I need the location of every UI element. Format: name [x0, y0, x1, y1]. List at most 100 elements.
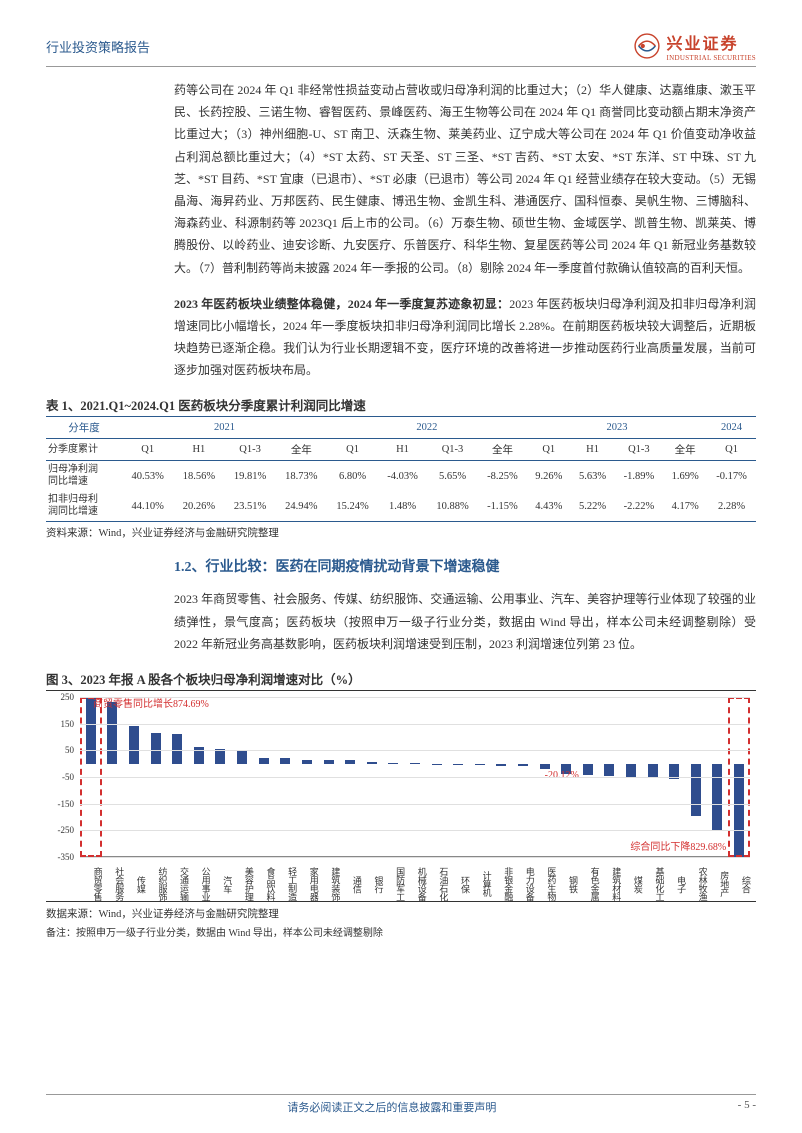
chart3-bar	[518, 764, 528, 766]
company-logo: 兴业证券 INDUSTRIAL SECURITIES	[633, 30, 756, 62]
chart3-xlabel: 汽车	[210, 859, 232, 909]
chart3-xlabel: 建筑装饰	[318, 859, 340, 909]
chart3-xlabel: 银行	[361, 859, 383, 909]
table1-quarter-cell: H1	[571, 439, 615, 461]
chart3-xlabel: 电力设备	[512, 859, 534, 909]
chart3-bar	[583, 764, 593, 775]
table1-quarter-cell: Q1	[327, 439, 378, 461]
chart3-xlabel: 医药生物	[534, 859, 556, 909]
table1-quarter-cell: Q1	[707, 439, 756, 461]
chart3-bar	[172, 734, 182, 763]
chart3-bar	[410, 763, 420, 764]
chart3-xlabel: 纺织服饰	[145, 859, 167, 909]
chart3-bar	[475, 764, 485, 766]
table1: 分年度 2021 2022 2023 2024 分季度累计 Q1H1Q1-3全年…	[46, 416, 756, 522]
table1-year-2024: 2024	[707, 417, 756, 439]
footer-page-number: - 5 -	[738, 1099, 756, 1115]
chart3-xlabel: 轻工制造	[274, 859, 296, 909]
page-footer: 请务必阅读正文之后的信息披露和重要声明 - 5 -	[46, 1094, 756, 1115]
chart3-xlabel: 交通运输	[166, 859, 188, 909]
table1-cell: -1.15%	[478, 491, 527, 522]
chart3-bar	[302, 760, 312, 764]
chart3-bar	[129, 726, 139, 763]
footer-disclaimer: 请务必阅读正文之后的信息披露和重要声明	[287, 1099, 496, 1115]
chart3-xlabel: 传媒	[123, 859, 145, 909]
chart3-xlabel: 计算机	[469, 859, 491, 909]
table1-hdr-year: 分年度	[46, 417, 122, 439]
chart3-bar	[626, 764, 636, 778]
table1-cell: 4.17%	[663, 491, 707, 522]
table1-cell: 1.69%	[663, 461, 707, 492]
table1-title: 表 1、2021.Q1~2024.Q1 医药板块分季度累计利润同比增速	[46, 395, 756, 414]
chart3-bar	[453, 764, 463, 765]
chart3-bar	[151, 733, 161, 764]
table1-cell: -4.03%	[378, 461, 427, 492]
chart3-bar	[496, 764, 506, 766]
table1-quarter-cell: 全年	[663, 439, 707, 461]
table1-cell: -2.22%	[615, 491, 664, 522]
chart3-xlabel: 钢铁	[555, 859, 577, 909]
table1-cell: 18.56%	[173, 461, 224, 492]
chart3-xlabel: 电子	[663, 859, 685, 909]
chart3-bar	[237, 750, 247, 764]
chart3-xlabel: 有色金属	[577, 859, 599, 909]
table1-cell: 6.80%	[327, 461, 378, 492]
chart3-xlabel: 机械设备	[404, 859, 426, 909]
chart3-xlabel: 公用事业	[188, 859, 210, 909]
table1-cell: 4.43%	[527, 491, 571, 522]
table1-cell: 2.28%	[707, 491, 756, 522]
table1-cell: 24.94%	[276, 491, 327, 522]
chart3-ytick: 50	[65, 745, 74, 755]
chart3-bar	[367, 762, 377, 763]
chart3-ytick: -150	[58, 799, 75, 809]
chart3-xlabel: 基础化工	[642, 859, 664, 909]
table1-cell: 40.53%	[122, 461, 173, 492]
table1-cell: -1.89%	[615, 461, 664, 492]
chart3-xlabel: 商贸零售	[80, 859, 102, 909]
table1-cell: 19.81%	[224, 461, 275, 492]
chart3-bar	[540, 764, 550, 769]
logo-text-cn: 兴业证券	[667, 30, 739, 54]
table1-row2-label: 扣非归母利 润同比增速	[46, 491, 122, 522]
chart3-annotation-2: -20.12%	[545, 770, 579, 781]
chart3-xlabel: 石油石化	[426, 859, 448, 909]
chart3-xlabel: 农林牧渔	[685, 859, 707, 909]
chart3-xlabel: 环保	[447, 859, 469, 909]
paragraph-1: 药等公司在 2024 年 Q1 非经常性损益变动占营收或归母净利润的比重过大；（…	[174, 79, 756, 279]
chart3-ytick: -350	[58, 852, 75, 862]
chart3-bar	[432, 764, 442, 765]
table1-quarter-cell: Q1-3	[615, 439, 664, 461]
table1-year-2021: 2021	[122, 417, 327, 439]
table1-year-2023: 2023	[527, 417, 707, 439]
chart3-bar	[691, 764, 701, 817]
chart3-title: 图 3、2023 年报 A 股各个板块归母净利润增速对比（%）	[46, 669, 756, 688]
chart3-bar	[604, 764, 614, 777]
table1-cell: 18.73%	[276, 461, 327, 492]
chart3-xlabel: 国防军工	[383, 859, 405, 909]
table1-quarter-cell: 全年	[276, 439, 327, 461]
chart3-bar	[712, 764, 722, 831]
table1-cell: 20.26%	[173, 491, 224, 522]
logo-text-en: INDUSTRIAL SECURITIES	[667, 54, 756, 62]
table1-year-2022: 2022	[327, 417, 527, 439]
chart3-xlabel: 煤炭	[620, 859, 642, 909]
table1-quarter-cell: Q1	[122, 439, 173, 461]
table1-cell: 5.63%	[571, 461, 615, 492]
chart3-bar	[280, 758, 290, 763]
chart3-ytick: -50	[62, 772, 74, 782]
chart3-xlabel: 综合	[728, 859, 750, 909]
chart3-bar	[259, 758, 269, 764]
table1-quarter-cell: Q1	[527, 439, 571, 461]
table1-cell: 1.48%	[378, 491, 427, 522]
chart3-xlabel: 家用电器	[296, 859, 318, 909]
logo-icon	[633, 32, 661, 60]
paragraph-3: 2023 年商贸零售、社会服务、传媒、纺织服饰、交通运输、公用事业、汽车、美容护…	[174, 588, 756, 655]
chart3-ytick: 250	[61, 692, 75, 702]
paragraph-2-lead: 2023 年医药板块业绩整体稳健，2024 年一季度复苏迹象初显：	[174, 297, 509, 311]
table1-cell: 10.88%	[427, 491, 478, 522]
chart3-xlabel: 美容护理	[231, 859, 253, 909]
table1-cell: -8.25%	[478, 461, 527, 492]
table1-hdr-quarter: 分季度累计	[46, 439, 122, 461]
chart3-xlabel: 房地产	[707, 859, 729, 909]
page-header: 行业投资策略报告 兴业证券 INDUSTRIAL SECURITIES	[46, 30, 756, 67]
